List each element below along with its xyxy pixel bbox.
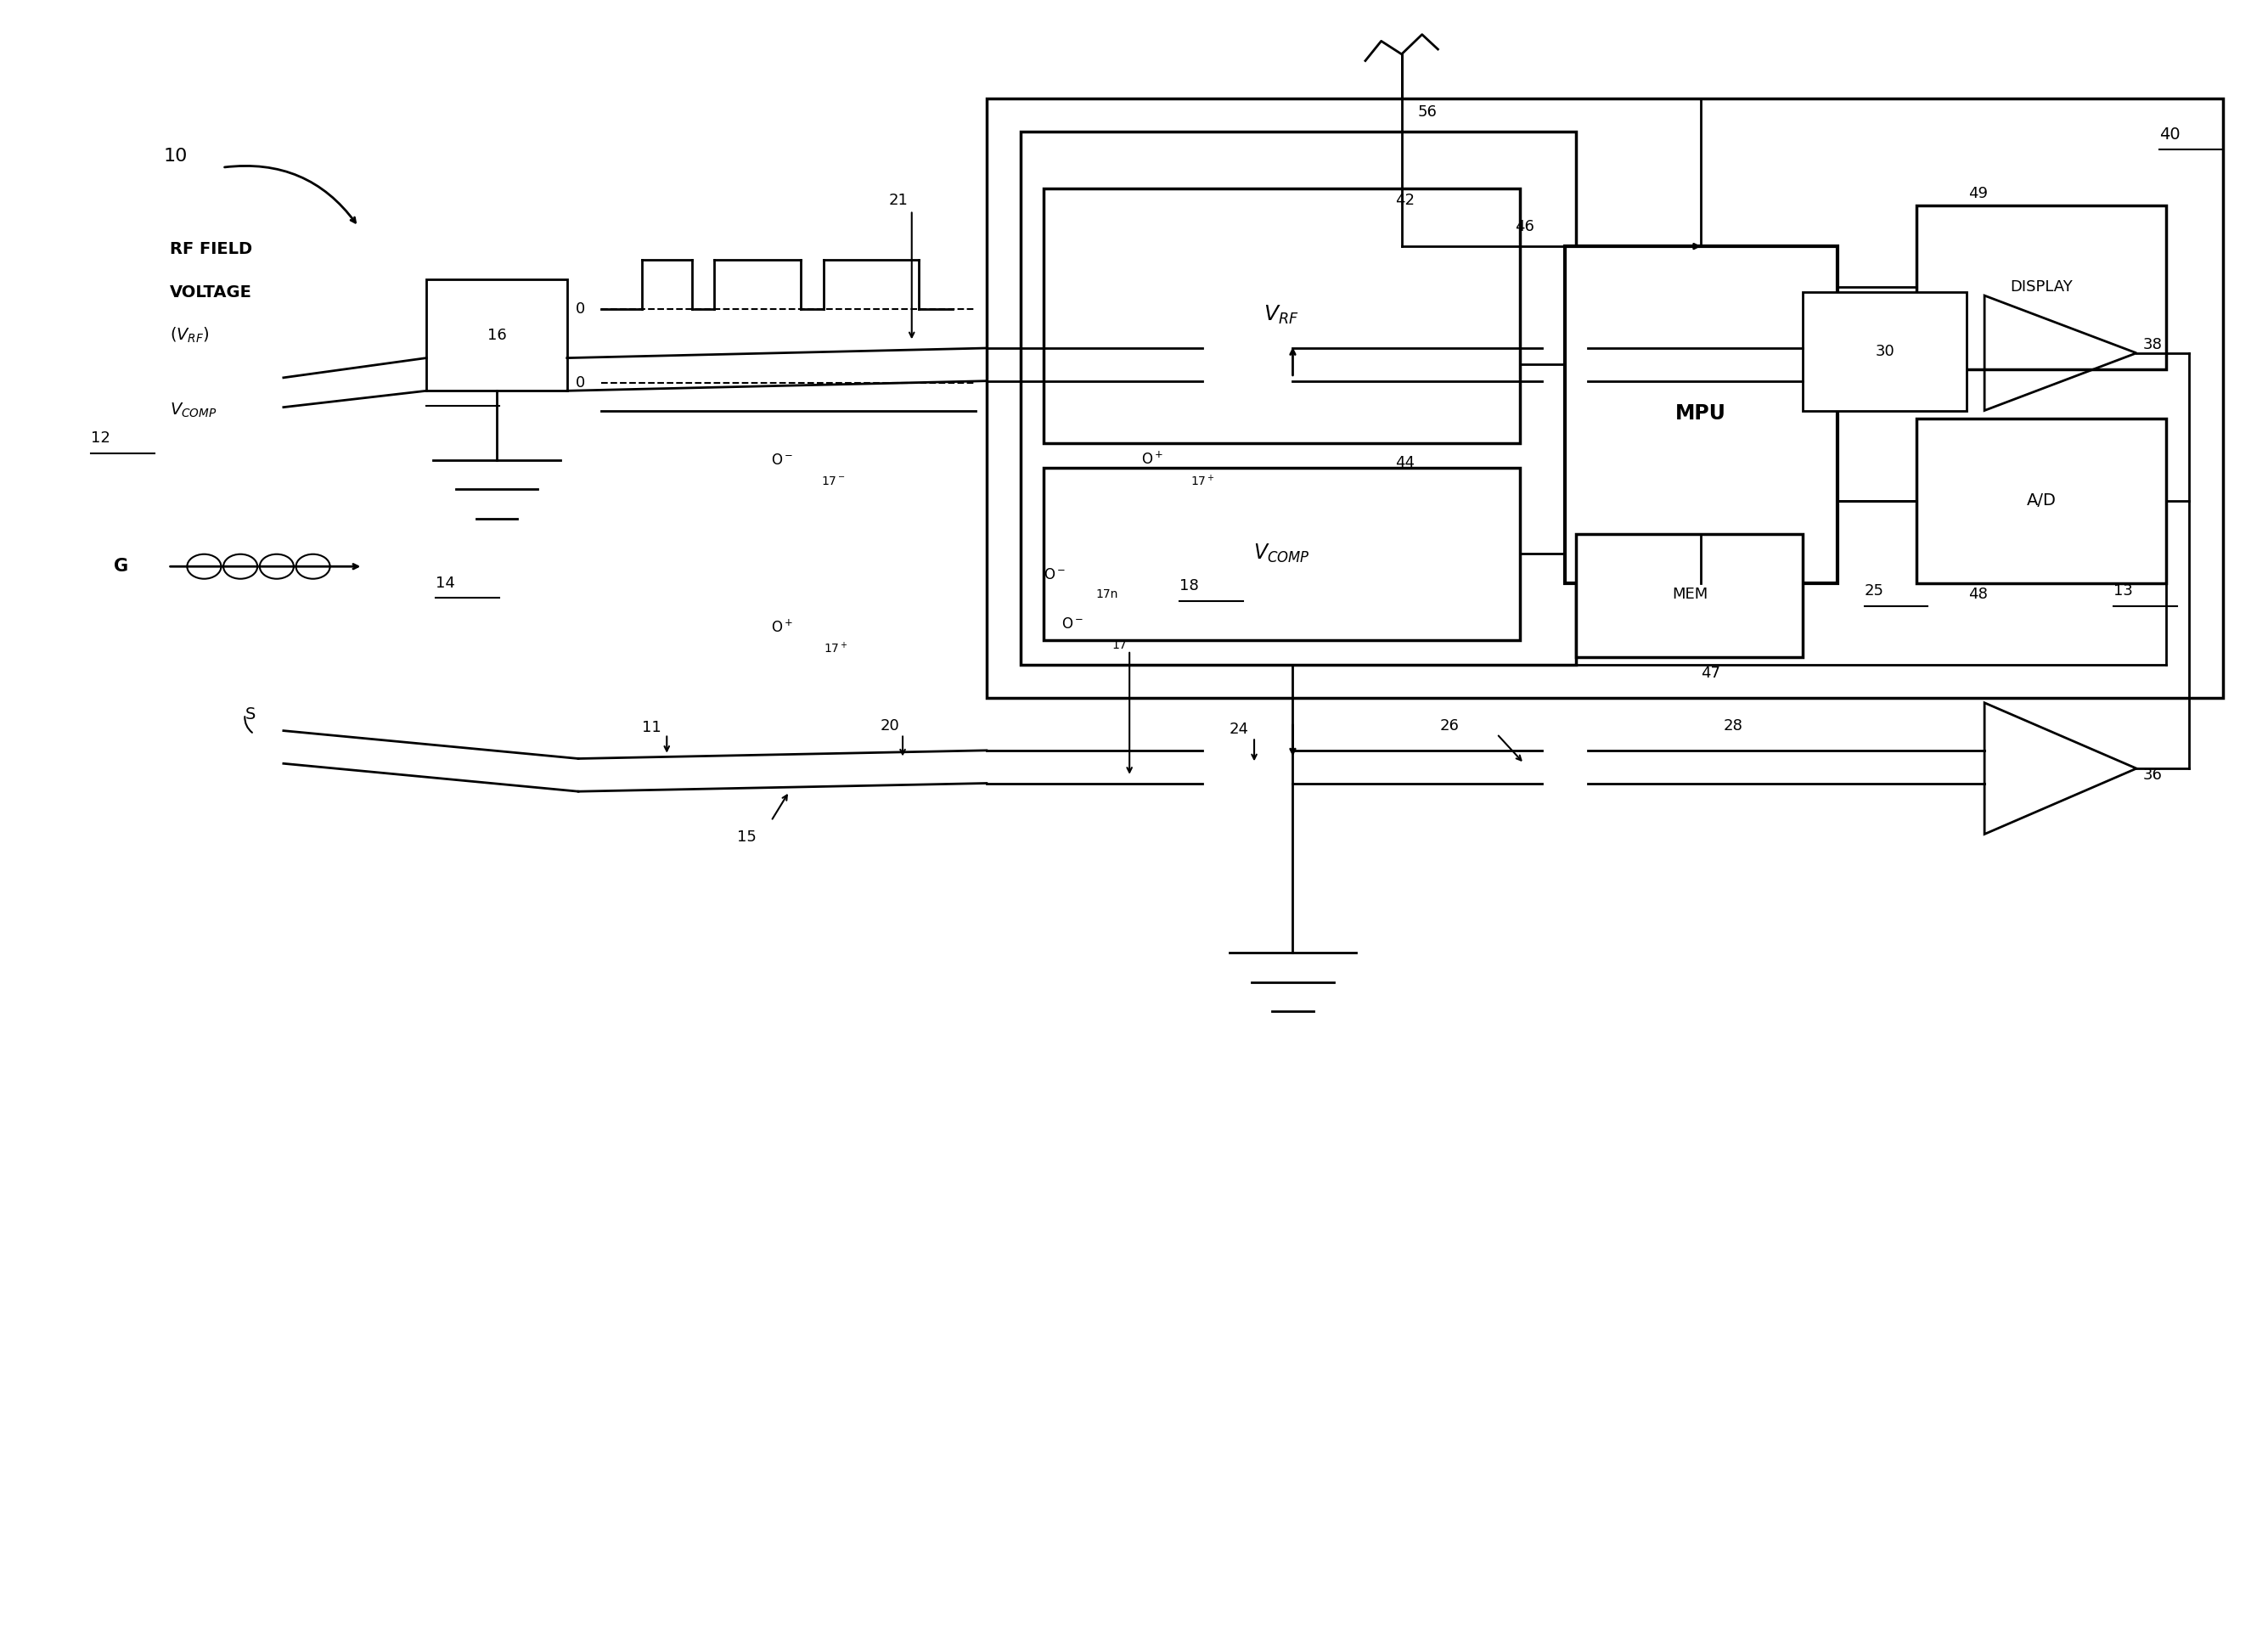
Text: 26: 26 [1440,718,1461,734]
Text: MEM: MEM [1672,586,1708,603]
Text: VOLTAGE: VOLTAGE [170,284,252,300]
Text: 47: 47 [1701,665,1721,681]
FancyBboxPatch shape [1565,246,1837,583]
Text: 14: 14 [435,575,456,591]
Text: O$^+$: O$^+$ [1141,452,1163,468]
FancyBboxPatch shape [1043,189,1520,443]
Text: 11: 11 [642,719,662,736]
Text: 42: 42 [1395,192,1415,209]
Text: DISPLAY: DISPLAY [2009,279,2073,296]
Text: 13: 13 [2114,583,2134,599]
Text: 0: 0 [576,300,585,317]
Text: $V_{RF}$: $V_{RF}$ [1263,304,1300,327]
Text: 12: 12 [91,430,111,447]
Text: RF FIELD: RF FIELD [170,241,252,258]
FancyBboxPatch shape [1043,468,1520,640]
Text: 46: 46 [1515,218,1535,235]
Text: 38: 38 [2143,337,2164,353]
Text: 17$^+$: 17$^+$ [1191,475,1216,488]
Text: 0: 0 [576,374,585,391]
Text: $V_{COMP}$: $V_{COMP}$ [170,401,218,420]
FancyBboxPatch shape [987,99,2223,698]
Text: 36: 36 [2143,767,2164,783]
FancyBboxPatch shape [1021,131,1576,665]
Text: 17$^-$: 17$^-$ [1111,639,1136,652]
Text: 16: 16 [488,327,506,343]
Text: 28: 28 [1724,718,1744,734]
Text: O$^+$: O$^+$ [771,619,794,635]
Text: O$^-$: O$^-$ [771,452,794,468]
Text: 17n: 17n [1095,588,1118,601]
Text: A/D: A/D [2025,493,2057,509]
FancyBboxPatch shape [1576,534,1803,657]
Text: 17$^+$: 17$^+$ [823,642,848,655]
FancyBboxPatch shape [1916,205,2166,369]
FancyBboxPatch shape [1916,419,2166,583]
Text: 17$^-$: 17$^-$ [821,475,846,488]
Text: 25: 25 [1864,583,1885,599]
Text: O$^-$: O$^-$ [1043,566,1066,583]
Text: S: S [245,706,256,722]
Text: MPU: MPU [1676,404,1726,424]
Text: 49: 49 [1969,186,1989,202]
Text: 56: 56 [1418,103,1438,120]
Text: 20: 20 [880,718,900,734]
FancyBboxPatch shape [1803,292,1966,410]
FancyBboxPatch shape [426,279,567,391]
Text: 21: 21 [889,192,909,209]
Text: 15: 15 [737,829,758,846]
Text: 44: 44 [1395,455,1415,471]
Text: 48: 48 [1969,586,1989,603]
Text: 30: 30 [1876,343,1894,360]
Text: 40: 40 [2159,126,2180,143]
Text: G: G [113,558,127,575]
Text: 10: 10 [163,148,188,164]
Text: 24: 24 [1229,721,1250,737]
Text: $V_{COMP}$: $V_{COMP}$ [1252,542,1311,565]
Text: O$^-$: O$^-$ [1061,616,1084,632]
Text: 18: 18 [1179,578,1200,594]
Text: $(V_{RF})$: $(V_{RF})$ [170,325,211,345]
